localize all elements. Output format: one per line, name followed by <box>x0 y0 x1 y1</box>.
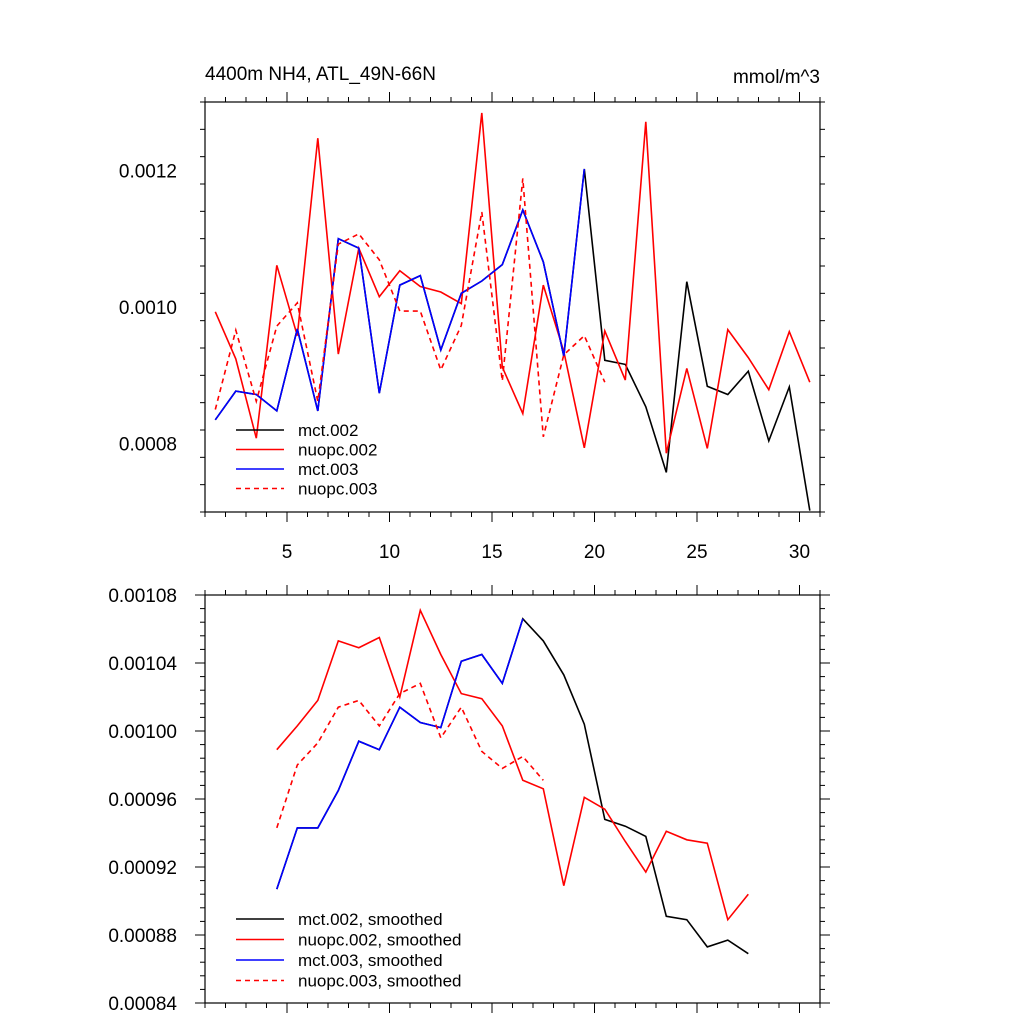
bottom-chart: 0.00084 0.00088 0.00092 0.00096 0.00100 0.001… <box>108 585 830 1015</box>
top-chart: 5 10 15 20 25 30 0.0008 0.0010 0.0012 4400m NH4, … <box>119 64 825 563</box>
series-line-mct-002-smoothed <box>276 617 749 955</box>
series-line-nuopc-002-smoothed <box>276 607 749 922</box>
legend-label: nuopc.003, smoothed <box>298 972 462 991</box>
x-tick-label: 30 <box>789 542 810 563</box>
x-tick-label: 15 <box>481 542 502 563</box>
y-tick-label: 0.00108 <box>108 586 177 607</box>
legend-label: nuopc.002, smoothed <box>298 931 462 950</box>
series-line-mct-003-smoothed <box>276 618 524 890</box>
y-tick-label: 0.00100 <box>108 722 177 743</box>
units-label: mmol/m^3 <box>733 67 820 88</box>
y-tick-label: 0.0012 <box>119 161 177 182</box>
legend-label: mct.003 <box>298 460 358 479</box>
legend-label: mct.002 <box>298 421 358 440</box>
y-tick-label: 0.00092 <box>108 858 177 879</box>
legend-label: nuopc.002 <box>298 441 377 460</box>
series-group <box>214 112 811 511</box>
chart-title: 4400m NH4, ATL_49N-66N <box>205 64 436 85</box>
series-line-nuopc-003 <box>214 178 606 437</box>
series-group <box>276 607 749 955</box>
series-line-mct-003 <box>214 168 586 421</box>
y-tick-label: 0.0008 <box>119 435 177 456</box>
y-tick-label: 0.00088 <box>108 926 177 947</box>
legend-label: mct.003, smoothed <box>298 951 443 970</box>
y-tick-label: 0.0010 <box>119 298 177 319</box>
x-tick-label: 5 <box>282 542 293 563</box>
x-tick-label: 10 <box>379 542 400 563</box>
legend-label: mct.002, smoothed <box>298 910 443 929</box>
series-line-nuopc-003-smoothed <box>276 682 544 829</box>
y-tick-label: 0.00084 <box>108 994 177 1015</box>
x-tick-label: 25 <box>686 542 707 563</box>
y-tick-label: 0.00096 <box>108 790 177 811</box>
series-line-nuopc-002 <box>214 112 811 454</box>
x-tick-label: 20 <box>584 542 605 563</box>
legend-label: nuopc.003 <box>298 480 377 499</box>
y-tick-label: 0.00104 <box>108 654 177 675</box>
